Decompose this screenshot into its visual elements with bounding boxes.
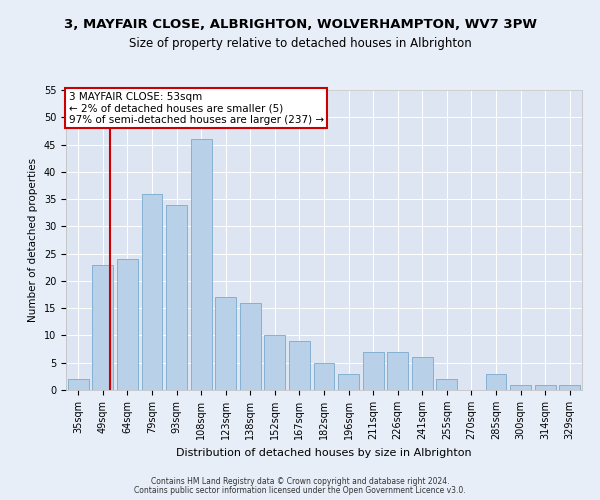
Text: Contains HM Land Registry data © Crown copyright and database right 2024.: Contains HM Land Registry data © Crown c… [151, 477, 449, 486]
Bar [510, 384, 531, 390]
Bar [387, 352, 408, 390]
Bar [485, 374, 506, 390]
Bar [535, 384, 556, 390]
Text: 3, MAYFAIR CLOSE, ALBRIGHTON, WOLVERHAMPTON, WV7 3PW: 3, MAYFAIR CLOSE, ALBRIGHTON, WOLVERHAMP… [64, 18, 536, 30]
Bar [338, 374, 359, 390]
Text: Size of property relative to detached houses in Albrighton: Size of property relative to detached ho… [128, 38, 472, 51]
Bar [92, 264, 113, 390]
Bar [117, 259, 138, 390]
Text: 3 MAYFAIR CLOSE: 53sqm
← 2% of detached houses are smaller (5)
97% of semi-detac: 3 MAYFAIR CLOSE: 53sqm ← 2% of detached … [68, 92, 324, 124]
Bar [191, 139, 212, 390]
Bar [215, 298, 236, 390]
Y-axis label: Number of detached properties: Number of detached properties [28, 158, 38, 322]
Bar [559, 384, 580, 390]
Bar [68, 379, 89, 390]
Text: Contains public sector information licensed under the Open Government Licence v3: Contains public sector information licen… [134, 486, 466, 495]
Bar [436, 379, 457, 390]
Bar [362, 352, 383, 390]
Bar [412, 358, 433, 390]
X-axis label: Distribution of detached houses by size in Albrighton: Distribution of detached houses by size … [176, 448, 472, 458]
Bar [289, 341, 310, 390]
Bar [142, 194, 163, 390]
Bar [314, 362, 334, 390]
Bar [265, 336, 286, 390]
Bar [166, 204, 187, 390]
Bar [240, 302, 261, 390]
